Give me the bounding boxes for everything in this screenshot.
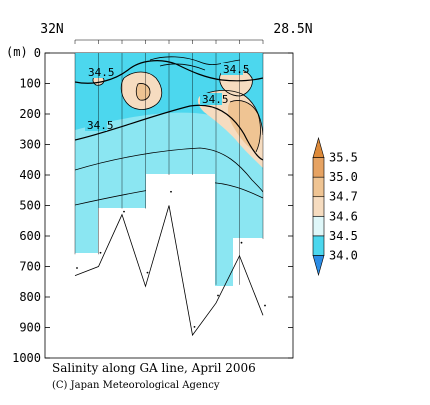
colorbar-segment <box>312 255 325 277</box>
station-marker <box>264 304 266 307</box>
colorbar: 34.0 34.5 34.6 34.7 35.0 35.5 <box>312 136 358 277</box>
contour-surface-a <box>149 56 241 65</box>
colorbar-label: 35.0 <box>329 170 358 184</box>
field-saline-upper <box>219 68 253 96</box>
bottom-profile-line <box>74 205 264 337</box>
y-tick-label: 400 <box>19 168 41 182</box>
colorbar-label: 34.6 <box>329 209 358 223</box>
station-grid <box>74 53 264 285</box>
contour-tongue-outer <box>199 90 263 136</box>
contour-labels: 34.5 34.5 34.5 34.5 <box>85 63 250 132</box>
field-saline-center-core <box>136 83 150 101</box>
y-axis-ticks: 0 100 200 300 400 500 600 700 800 900 1000 <box>12 46 293 365</box>
y-unit-label: (m) <box>6 45 28 59</box>
credit-text: (C) Japan Meteorological Agency <box>52 380 220 391</box>
y-tick-label: 500 <box>19 199 41 213</box>
station-marker <box>240 241 243 244</box>
y-tick-label: 600 <box>19 229 41 243</box>
station-marker <box>170 190 172 193</box>
top-axis-ticks <box>74 40 264 44</box>
colorbar-segment <box>312 235 325 256</box>
station-marker <box>146 271 149 274</box>
x-end-label: 28.5N <box>273 22 312 37</box>
y-tick-label: 900 <box>19 321 41 335</box>
y-tick-label: 300 <box>19 138 41 152</box>
colorbar-segment <box>312 196 325 217</box>
field-saline-core <box>227 100 261 152</box>
x-start-label: 32N <box>40 22 63 37</box>
contour-lower <box>75 147 263 193</box>
station-marker <box>76 267 78 269</box>
contour-label-1: 34.5 <box>88 66 115 79</box>
y-tick-label: 200 <box>19 107 41 121</box>
contour-tongue-inner <box>229 100 261 153</box>
contour-center-core <box>135 83 151 101</box>
contour-center-eddy <box>120 71 163 110</box>
colorbar-segment <box>312 157 325 178</box>
y-tick-label: 1000 <box>12 351 41 365</box>
contour-label-2: 34.5 <box>223 63 250 76</box>
chart-title: Salinity along GA line, April 2006 <box>52 361 256 375</box>
colorbar-label: 35.5 <box>329 151 358 165</box>
contour-label-3: 34.5 <box>202 93 229 106</box>
y-tick-label: 100 <box>19 77 41 91</box>
station-markers <box>76 190 266 328</box>
station-marker <box>193 325 196 328</box>
colorbar-segment <box>312 215 325 237</box>
contour-surface-b <box>159 63 206 71</box>
contour-upper-eddy <box>219 68 253 97</box>
colorbar-label: 34.0 <box>329 248 358 262</box>
station-marker <box>217 294 219 297</box>
station-marker <box>99 251 102 254</box>
colorbar-segment <box>312 136 325 158</box>
station-marker <box>123 210 125 213</box>
contour-label-4: 34.5 <box>87 119 114 132</box>
y-tick-label: 800 <box>19 290 41 304</box>
y-tick-label: 700 <box>19 260 41 274</box>
colorbar-label: 34.7 <box>329 190 358 204</box>
y-tick-label: 0 <box>34 46 41 60</box>
colorbar-label: 34.5 <box>329 229 358 243</box>
colorbar-segment <box>312 176 325 198</box>
